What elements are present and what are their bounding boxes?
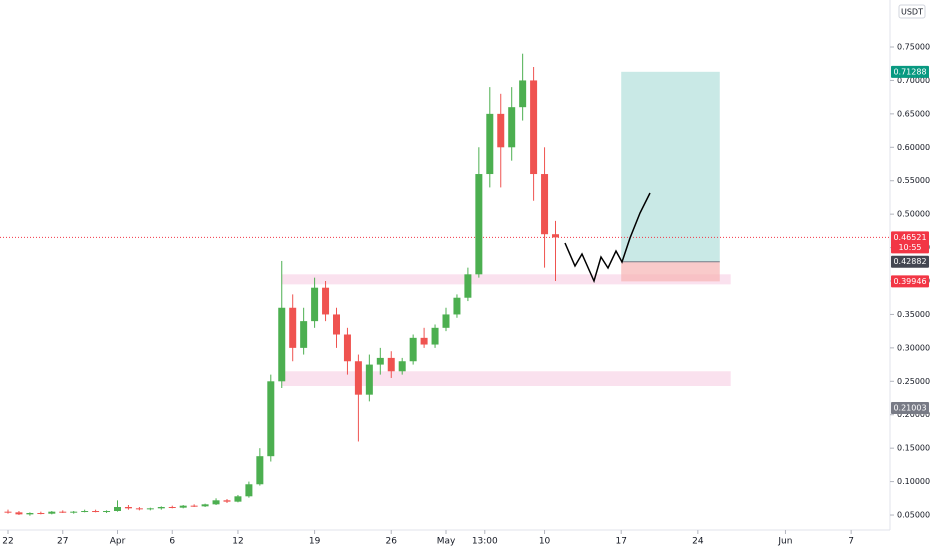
candle-body (124, 507, 132, 509)
candle-body (59, 511, 67, 513)
candle-body (486, 113, 494, 175)
candle-body (146, 508, 154, 510)
x-tick-label: Jun (777, 537, 792, 547)
x-tick-label: 6 (169, 537, 175, 547)
y-tick-label: 0.55000 (897, 176, 930, 185)
y-tick-label: 0.30000 (897, 343, 930, 352)
price-tag (891, 65, 929, 78)
candle-body (267, 381, 275, 457)
candle-body (190, 505, 198, 507)
candle-body (289, 307, 297, 348)
price-tag (891, 275, 929, 288)
candle-body (376, 357, 384, 365)
y-tick-label: 0.10000 (897, 477, 930, 486)
candle-body (223, 500, 231, 502)
x-tick-label: May (437, 537, 456, 547)
candle-body (530, 80, 538, 175)
candle-body (497, 113, 505, 148)
candle-body (15, 512, 23, 515)
y-tick-label: 0.75000 (897, 43, 930, 52)
candle-body (365, 364, 373, 395)
x-tick-label: 17 (615, 537, 626, 547)
candle-body (475, 174, 483, 275)
y-tick-label: 0.15000 (897, 444, 930, 453)
y-tick-label: 0.05000 (897, 511, 930, 520)
x-tick-label: Apr (110, 537, 126, 547)
countdown: 10:55 (898, 243, 921, 252)
price-tag (891, 231, 929, 254)
price-tag-label: 0.21003 (893, 404, 926, 413)
candle-body (278, 307, 286, 382)
candle-body (354, 361, 362, 395)
candle-body (168, 507, 176, 509)
candle-body (92, 511, 100, 513)
candle-body (256, 456, 264, 485)
candle-body (311, 287, 319, 322)
candle-body (541, 174, 549, 235)
price-tag-label: 0.71288 (893, 67, 926, 76)
price-tag (891, 255, 929, 268)
candle-body (409, 337, 417, 362)
candle-body (431, 327, 439, 345)
candle-body (322, 287, 330, 315)
y-tick-label: 0.35000 (897, 310, 930, 319)
price-tag-label: 0.46521 (893, 233, 926, 242)
candle-body (114, 507, 121, 512)
candle-body (300, 321, 308, 348)
candle-body (245, 484, 253, 497)
candle-body (157, 507, 165, 509)
candle-body (453, 297, 461, 315)
candle-body (37, 513, 45, 515)
x-tick-label: 24 (692, 537, 704, 547)
candle-body (103, 511, 111, 513)
y-tick-label: 0.20000 (897, 410, 930, 419)
x-tick-label: 12 (232, 537, 243, 547)
price-tag (891, 402, 929, 415)
x-tick-label: 26 (386, 537, 398, 547)
candle-body (48, 511, 56, 514)
price-tag-label: 0.39946 (893, 277, 926, 286)
drawing (564, 192, 651, 284)
price-tag-label: 0.42882 (893, 257, 926, 266)
candle-body (420, 337, 428, 345)
candle-body (4, 511, 12, 513)
currency-box[interactable] (898, 4, 926, 19)
candle-body (464, 274, 472, 298)
profit-zone (621, 71, 720, 262)
x-tick-label: 27 (57, 537, 68, 547)
loss-zone (621, 261, 720, 282)
candle-body (343, 334, 351, 362)
x-tick-label: 19 (309, 537, 321, 547)
currency[interactable]: USDT (901, 8, 923, 17)
candle-body (26, 513, 34, 515)
candle-body (398, 361, 406, 372)
y-tick-label: 0.70000 (897, 76, 930, 85)
candle-body (333, 314, 340, 335)
candle-body (552, 234, 559, 238)
y-tick-label: 0.65000 (897, 109, 930, 118)
candle-body (201, 504, 209, 507)
zone (281, 371, 731, 386)
candle-body (70, 511, 78, 513)
candle-body (442, 314, 450, 328)
x-tick-label: 7 (848, 537, 854, 547)
candle-body (387, 357, 395, 372)
candle-body (81, 511, 89, 513)
candle-body (508, 107, 516, 148)
candle-body (135, 508, 143, 510)
y-tick-label: 0.50000 (897, 210, 930, 219)
candle-body (179, 505, 187, 508)
y-tick-label: 0.25000 (897, 377, 930, 386)
x-tick-label: 22 (2, 537, 13, 547)
zone (281, 274, 731, 285)
x-tick-label: 10 (539, 537, 551, 547)
candle-body (519, 80, 527, 108)
x-tick-label: 13:00 (472, 537, 498, 547)
candle-body (212, 500, 220, 505)
candle-body (234, 496, 242, 502)
y-tick-label: 0.60000 (897, 143, 930, 152)
